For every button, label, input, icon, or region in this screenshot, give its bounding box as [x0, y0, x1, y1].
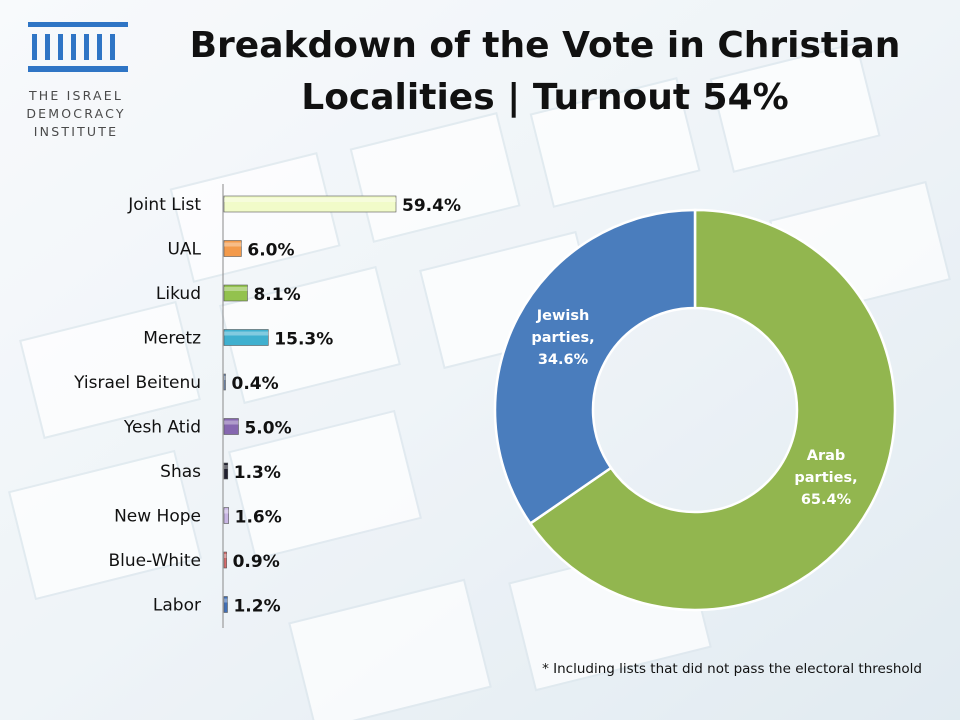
category-tick-label: Yisrael Beitenu	[73, 373, 201, 393]
donut-slice	[528, 208, 897, 612]
bar-data-label: 1.2%	[233, 597, 280, 617]
bar	[223, 373, 226, 391]
bar-data-label: 8.1%	[253, 285, 300, 305]
logo-text-line1: THE ISRAEL	[28, 88, 124, 103]
bar-data-label: 6.0%	[247, 241, 294, 261]
slice-data-label: Jewish parties, 34.6%	[531, 308, 594, 368]
category-tick-label: Blue-White	[109, 551, 202, 571]
bar	[223, 284, 248, 302]
bar-highlight	[224, 509, 229, 514]
bar-highlight	[224, 198, 396, 202]
bar	[223, 240, 242, 257]
bar-highlight	[224, 242, 242, 247]
bar	[223, 596, 228, 613]
pillars-icon	[28, 22, 128, 72]
bar-highlight	[224, 376, 226, 380]
bar-data-label: 1.6%	[235, 508, 282, 528]
donut-chart: Arab parties, 65.4% Jewish parties, 34.6%	[493, 208, 897, 612]
donut-slice	[493, 208, 697, 526]
category-tick-label: New Hope	[114, 507, 201, 527]
bar-chart: Joint List 59.4% UAL 6.0% Likud 8.1% Meretz 15.…	[73, 184, 461, 628]
bar	[223, 551, 227, 569]
logo-text-line2: DEMOCRACY	[26, 106, 126, 121]
bar-data-label: 0.4%	[232, 374, 279, 394]
bar	[223, 329, 269, 346]
bar-data-label: 0.9%	[233, 552, 280, 572]
footnote: * Including lists that did not pass the …	[542, 661, 922, 677]
category-tick-label: Joint List	[127, 195, 201, 215]
slice-data-label: Arab parties, 65.4%	[794, 448, 857, 508]
category-tick-label: Likud	[156, 284, 201, 304]
bar	[223, 195, 397, 213]
bar-highlight	[224, 465, 228, 469]
category-tick-label: UAL	[167, 240, 201, 260]
bar-data-label: 1.3%	[234, 463, 281, 483]
category-tick-label: Labor	[153, 596, 201, 616]
bar-highlight	[224, 287, 248, 291]
bar-highlight	[224, 331, 269, 336]
bar	[223, 418, 239, 435]
title-line2: Localities | Turnout 54%	[301, 77, 789, 118]
bar-highlight	[224, 420, 239, 425]
bar-highlight	[224, 598, 228, 603]
bar-data-label: 5.0%	[244, 419, 291, 439]
category-tick-label: Meretz	[143, 329, 201, 349]
bar	[223, 462, 229, 480]
title-line1: Breakdown of the Vote in Christian	[189, 25, 901, 66]
category-tick-label: Shas	[160, 462, 201, 482]
bar	[223, 507, 229, 524]
page-title: Breakdown of the Vote in Christian Local…	[150, 20, 940, 124]
bar-data-label: 15.3%	[274, 330, 333, 350]
bar-data-label: 59.4%	[402, 196, 461, 216]
bar-highlight	[224, 554, 227, 558]
category-tick-label: Yesh Atid	[123, 418, 201, 438]
logo-text-line3: INSTITUTE	[33, 124, 119, 139]
